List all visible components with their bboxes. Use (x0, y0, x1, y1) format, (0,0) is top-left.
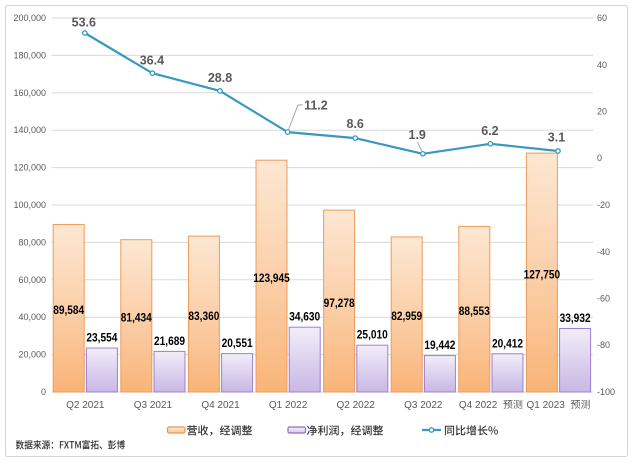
svg-text:8.6: 8.6 (347, 117, 364, 131)
svg-text:-60: -60 (597, 294, 610, 304)
svg-text:Q3 2021: Q3 2021 (134, 400, 173, 411)
svg-text:Q2 2021: Q2 2021 (66, 400, 105, 411)
svg-text:20: 20 (597, 107, 607, 117)
svg-text:40: 40 (597, 60, 607, 70)
svg-text:Q1 2023: Q1 2023 (527, 400, 566, 411)
svg-text:20,551: 20,551 (222, 336, 253, 350)
svg-text:34,630: 34,630 (289, 310, 320, 324)
svg-text:-20: -20 (597, 200, 610, 210)
svg-text:11.2: 11.2 (304, 99, 328, 113)
svg-text:33,932: 33,932 (560, 311, 591, 325)
svg-text:140,000: 140,000 (13, 125, 46, 135)
svg-text:20,412: 20,412 (492, 336, 523, 350)
svg-text:160,000: 160,000 (13, 88, 46, 98)
svg-text:-80: -80 (597, 340, 610, 350)
svg-text:25,010: 25,010 (357, 328, 388, 342)
svg-text:80,000: 80,000 (18, 237, 46, 247)
svg-text:36.4: 36.4 (140, 53, 164, 67)
svg-text:81,434: 81,434 (121, 311, 152, 325)
svg-text:200,000: 200,000 (13, 13, 46, 23)
svg-text:0: 0 (41, 387, 46, 397)
svg-text:127,750: 127,750 (524, 267, 561, 281)
svg-text:-100: -100 (597, 387, 615, 397)
svg-text:89,584: 89,584 (53, 303, 84, 317)
svg-text:Q2 2022: Q2 2022 (337, 400, 376, 411)
svg-text:6.2: 6.2 (481, 124, 498, 138)
svg-text:60,000: 60,000 (18, 275, 46, 285)
svg-text:1.9: 1.9 (409, 128, 426, 142)
svg-text:88,553: 88,553 (459, 304, 490, 318)
svg-text:19,442: 19,442 (424, 338, 455, 352)
svg-text:123,945: 123,945 (253, 271, 290, 285)
svg-text:20,000: 20,000 (18, 350, 46, 360)
svg-text:180,000: 180,000 (13, 50, 46, 60)
svg-text:3.1: 3.1 (548, 131, 565, 145)
svg-text:28.8: 28.8 (208, 71, 232, 85)
svg-text:23,554: 23,554 (86, 331, 117, 345)
svg-text:100,000: 100,000 (13, 200, 46, 210)
svg-text:40,000: 40,000 (18, 312, 46, 322)
svg-text:0: 0 (597, 153, 602, 163)
svg-text:60: 60 (597, 13, 607, 23)
svg-text:82,959: 82,959 (391, 309, 422, 323)
svg-text:21,689: 21,689 (154, 334, 185, 348)
svg-text:Q4 2022: Q4 2022 (459, 400, 498, 411)
svg-text:Q1 2022: Q1 2022 (269, 400, 308, 411)
svg-text:Q3 2022: Q3 2022 (404, 400, 443, 411)
svg-text:83,360: 83,360 (188, 309, 219, 323)
svg-text:Q4 2021: Q4 2021 (201, 400, 240, 411)
svg-text:120,000: 120,000 (13, 163, 46, 173)
svg-text:97,278: 97,278 (324, 296, 355, 310)
svg-text:-40: -40 (597, 247, 610, 257)
svg-text:53.6: 53.6 (72, 15, 96, 29)
